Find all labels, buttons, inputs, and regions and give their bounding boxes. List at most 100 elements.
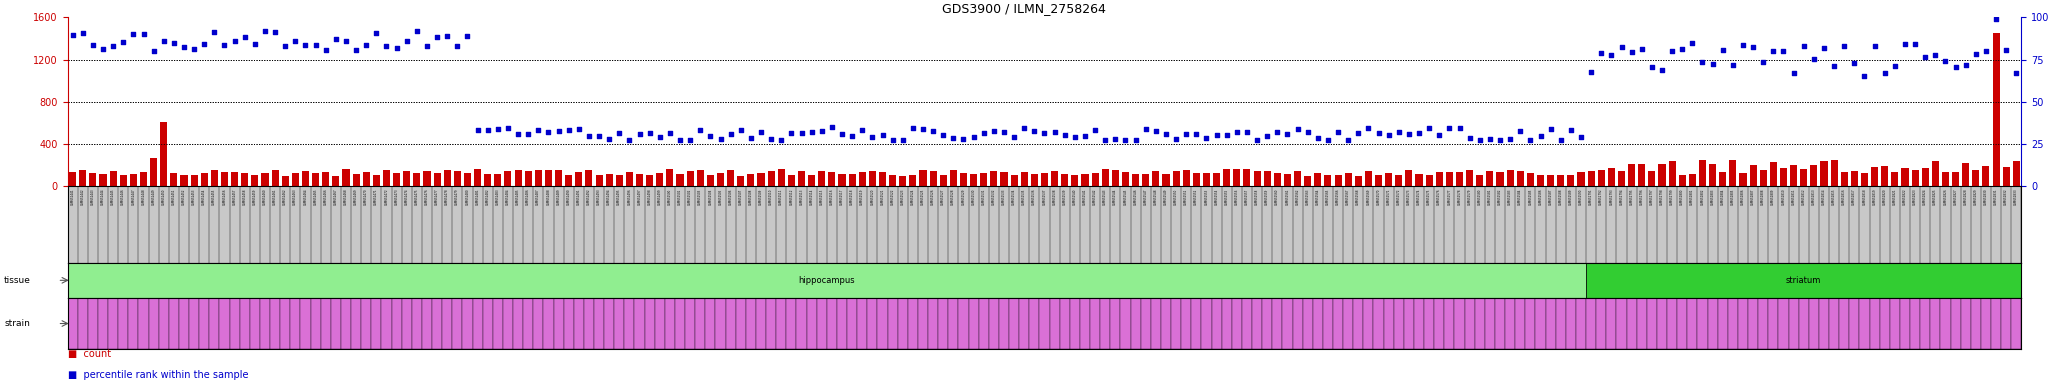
Point <box>1585 50 1618 56</box>
Bar <box>2003 167 2009 186</box>
Bar <box>1356 176 1362 186</box>
Point <box>1008 125 1040 131</box>
Bar <box>1243 169 1251 186</box>
Bar <box>221 172 227 186</box>
Point <box>1018 127 1051 134</box>
Bar <box>129 174 137 186</box>
Bar <box>1718 172 1726 186</box>
Bar <box>1618 171 1624 186</box>
Text: GSM651576: GSM651576 <box>1438 189 1442 205</box>
Point <box>573 133 606 139</box>
Text: GSM651584: GSM651584 <box>1518 189 1522 205</box>
Text: GSM651828: GSM651828 <box>1964 189 1968 205</box>
Bar <box>1090 298 1100 349</box>
Bar <box>494 174 502 186</box>
Bar <box>178 298 188 349</box>
Bar <box>1425 175 1434 186</box>
Text: GSM651460: GSM651460 <box>262 189 266 205</box>
Bar <box>1872 167 1878 186</box>
Bar <box>614 298 625 349</box>
Bar <box>838 174 846 186</box>
Bar <box>616 175 623 186</box>
Text: GSM651829: GSM651829 <box>1974 189 1978 205</box>
Text: GSM651810: GSM651810 <box>1782 189 1786 205</box>
Text: GSM651492: GSM651492 <box>588 189 592 205</box>
Bar <box>573 298 584 349</box>
Text: GSM651496: GSM651496 <box>627 189 631 205</box>
Point <box>1190 135 1223 141</box>
Point <box>1118 137 1151 143</box>
Point <box>1049 132 1081 138</box>
Bar <box>1972 170 1978 186</box>
Text: GSM651822: GSM651822 <box>1903 189 1907 205</box>
Point <box>451 33 483 40</box>
Bar <box>231 172 238 186</box>
Point <box>1819 63 1851 69</box>
Bar <box>1477 175 1483 186</box>
Bar <box>1282 298 1292 349</box>
Text: GSM651561: GSM651561 <box>1286 189 1290 205</box>
Text: GSM651476: GSM651476 <box>426 189 428 205</box>
Bar <box>717 173 725 186</box>
Bar <box>209 298 219 349</box>
Point <box>86 46 119 52</box>
Text: GSM651586: GSM651586 <box>1538 189 1542 205</box>
Text: GDS3900 / ILMN_2758264: GDS3900 / ILMN_2758264 <box>942 2 1106 15</box>
Bar <box>635 298 645 349</box>
Bar <box>1059 298 1069 349</box>
Bar <box>1374 298 1384 349</box>
Point <box>502 131 535 137</box>
Point <box>430 33 463 39</box>
Point <box>1341 130 1374 136</box>
Bar <box>1677 298 1688 349</box>
Point <box>512 131 545 137</box>
Point <box>612 137 645 143</box>
Text: GSM651556: GSM651556 <box>1235 189 1239 205</box>
Bar <box>1313 298 1323 349</box>
Point <box>745 129 778 135</box>
Bar <box>322 298 332 349</box>
Point <box>391 38 424 44</box>
Point <box>1159 136 1192 142</box>
Point <box>1282 126 1315 132</box>
Point <box>1696 61 1729 67</box>
Point <box>1331 137 1364 143</box>
Bar <box>1595 298 1606 349</box>
Text: GSM651517: GSM651517 <box>840 189 844 205</box>
Bar <box>401 298 412 349</box>
Bar <box>1466 170 1473 186</box>
Point <box>653 129 686 136</box>
Bar <box>1413 298 1423 349</box>
Bar <box>383 170 389 186</box>
Text: GSM651569: GSM651569 <box>1366 189 1370 205</box>
Bar <box>1423 298 1434 349</box>
Text: GSM651508: GSM651508 <box>750 189 754 205</box>
Point <box>1939 63 1972 70</box>
Bar <box>119 175 127 186</box>
Text: GSM651806: GSM651806 <box>1741 189 1745 205</box>
Bar <box>897 298 907 349</box>
Point <box>76 41 109 48</box>
Bar <box>403 171 410 186</box>
Bar <box>1251 298 1262 349</box>
Point <box>836 133 868 139</box>
Bar <box>555 170 561 186</box>
Bar <box>1757 298 1767 349</box>
Bar <box>981 173 987 186</box>
Text: GSM651528: GSM651528 <box>952 189 954 205</box>
Text: GSM651468: GSM651468 <box>344 189 348 205</box>
Text: GSM651469: GSM651469 <box>354 189 358 205</box>
Bar <box>1202 173 1210 186</box>
Point <box>563 126 596 132</box>
Bar <box>1729 298 1739 349</box>
Point <box>705 136 737 142</box>
Bar <box>1323 298 1333 349</box>
Point <box>1473 136 1505 142</box>
Bar <box>2013 161 2019 186</box>
Bar <box>98 298 109 349</box>
Point <box>1493 136 1526 142</box>
Point <box>96 43 129 50</box>
Text: GSM651510: GSM651510 <box>770 189 774 205</box>
Point <box>229 34 262 40</box>
Text: GSM651477: GSM651477 <box>434 189 438 205</box>
